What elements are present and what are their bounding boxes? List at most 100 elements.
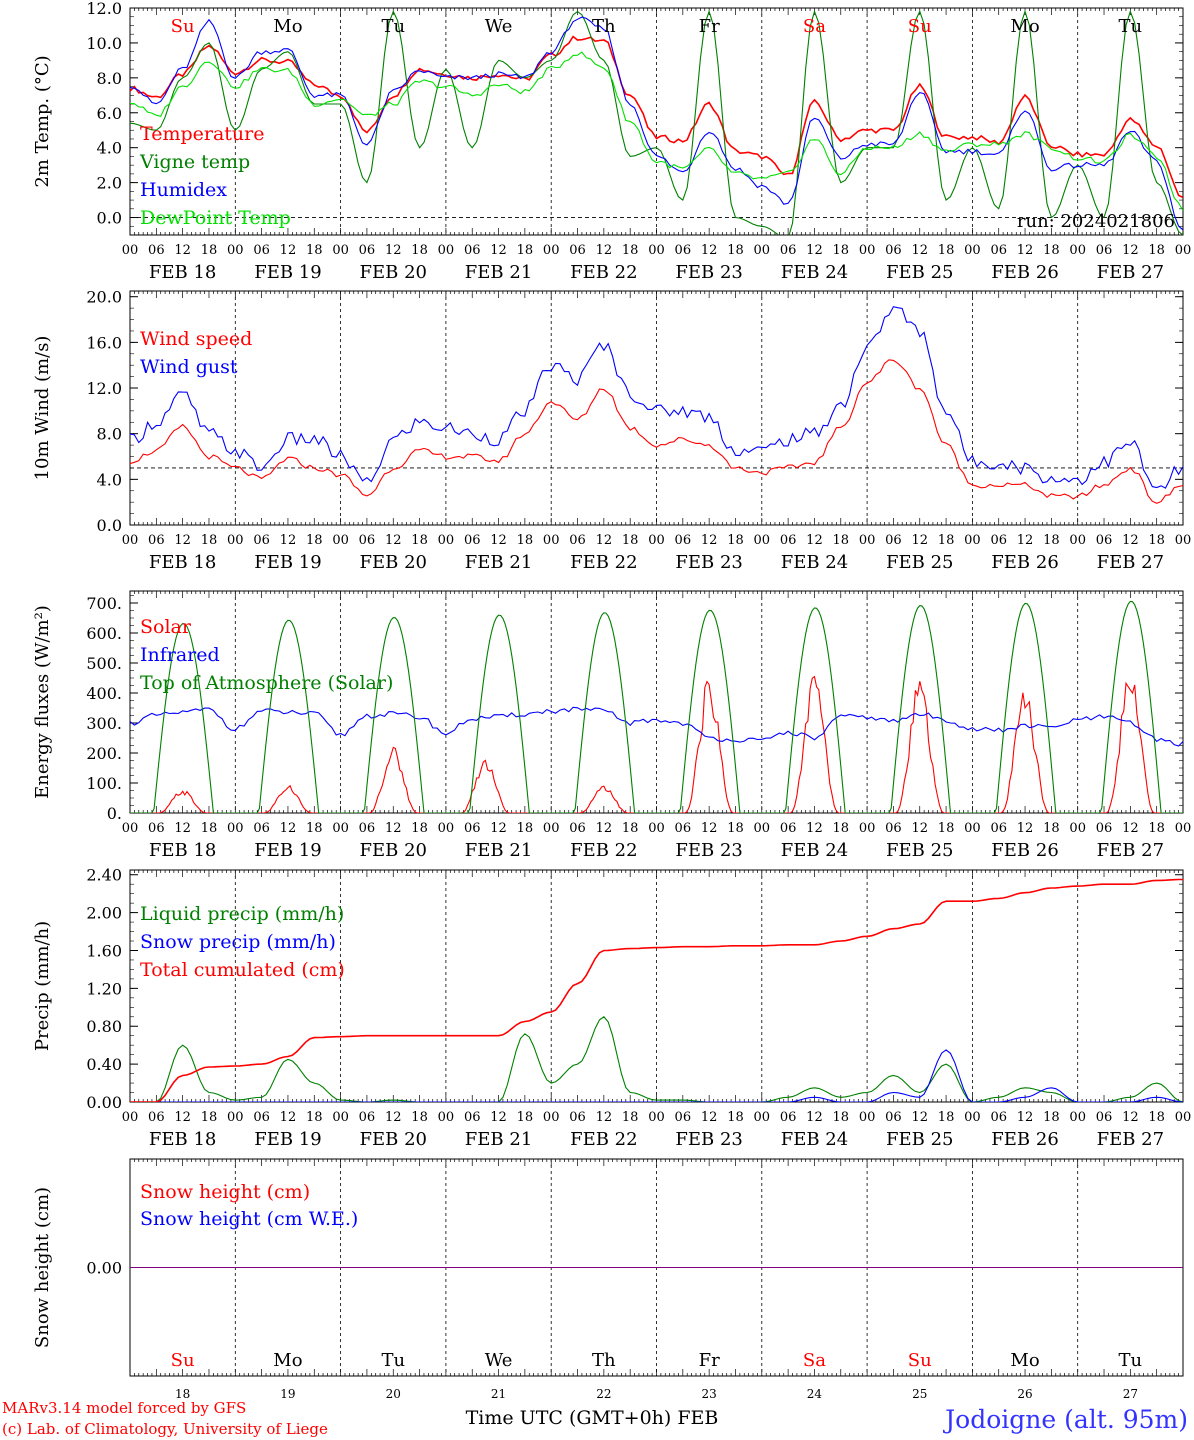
date-label: FEB 20 — [360, 552, 427, 573]
y-tick-label: 100. — [86, 774, 122, 793]
y-tick-label: 600. — [86, 624, 122, 643]
y-tick-label: 20.0 — [86, 288, 122, 307]
legend-entry: Solar — [140, 616, 192, 638]
date-label: FEB 26 — [991, 262, 1058, 283]
day-name-label: We — [485, 16, 513, 37]
hour-tick-label: 00 — [648, 533, 665, 548]
hour-tick-label: 18 — [1148, 1110, 1165, 1125]
y-tick-label: 2.40 — [86, 866, 122, 885]
date-label: FEB 22 — [570, 552, 637, 573]
date-label: FEB 24 — [781, 840, 848, 861]
date-label: FEB 20 — [360, 1129, 427, 1150]
panel-5: 0.00 Snow height (cm) Snow height (cm) Snow… — [32, 1158, 1184, 1401]
hour-tick-label: 06 — [359, 243, 376, 258]
series-line-total-cumulated-cm- — [130, 878, 1183, 1102]
day-name-label: Mo — [273, 1350, 302, 1371]
hour-tick-label: 18 — [833, 243, 850, 258]
hour-tick-label: 06 — [464, 821, 481, 836]
hour-tick-label: 12 — [1017, 533, 1034, 548]
hour-tick-label: 00 — [543, 243, 560, 258]
day-name-label: Fr — [699, 1350, 720, 1371]
y-axis-label: Energy fluxes (W/m²) — [32, 605, 53, 799]
hour-tick-label: 00 — [122, 533, 139, 548]
series-line-solar — [130, 675, 1183, 813]
hour-tick-label: 00 — [1069, 533, 1086, 548]
hour-tick-label: 18 — [1148, 821, 1165, 836]
hour-tick-label: 18 — [622, 243, 639, 258]
hour-tick-label: 12 — [280, 533, 297, 548]
series-line-wind-gust — [130, 306, 1183, 489]
hour-tick-label: 18 — [938, 821, 955, 836]
hour-tick-label: 00 — [754, 1110, 771, 1125]
credit-line-1: MARv3.14 model forced by GFS — [2, 1399, 246, 1417]
series-line-top-of-atmosphere-solar- — [130, 600, 1183, 813]
hour-tick-label: 06 — [990, 821, 1007, 836]
hour-tick-label: 06 — [253, 821, 270, 836]
hour-tick-label: 06 — [359, 533, 376, 548]
day-name-label: Tu — [381, 16, 405, 37]
series-line-wind-speed — [130, 359, 1183, 504]
legend-entry: Vigne temp — [139, 151, 250, 173]
hour-tick-label: 00 — [754, 821, 771, 836]
hour-tick-label: 00 — [754, 243, 771, 258]
day-name-label: We — [485, 1350, 513, 1371]
hour-tick-label: 18 — [517, 533, 534, 548]
hour-tick-label: 18 — [201, 243, 218, 258]
hour-tick-label: 06 — [990, 243, 1007, 258]
hour-tick-label: 00 — [964, 821, 981, 836]
y-tick-label: 4.0 — [97, 139, 122, 158]
hour-tick-label: 18 — [1043, 243, 1060, 258]
hour-tick-label: 12 — [806, 1110, 823, 1125]
y-tick-label: 0.0 — [97, 516, 122, 535]
hour-tick-label: 18 — [833, 1110, 850, 1125]
date-label: FEB 19 — [254, 262, 321, 283]
day-number-label: 27 — [1123, 1387, 1138, 1401]
date-label: FEB 22 — [570, 840, 637, 861]
day-name-label: Mo — [273, 16, 302, 37]
y-tick-label: 1.20 — [86, 979, 122, 998]
hour-tick-label: 18 — [1148, 243, 1165, 258]
date-label: FEB 21 — [465, 840, 532, 861]
hour-tick-label: 06 — [569, 243, 586, 258]
hour-tick-label: 00 — [438, 821, 455, 836]
hour-tick-label: 12 — [1017, 243, 1034, 258]
hour-tick-label: 18 — [1043, 821, 1060, 836]
hour-tick-label: 06 — [675, 243, 692, 258]
y-tick-label: 0.00 — [86, 1093, 122, 1112]
hour-tick-label: 12 — [490, 243, 507, 258]
hour-tick-label: 18 — [938, 1110, 955, 1125]
hour-tick-label: 06 — [675, 1110, 692, 1125]
y-tick-label: 0.0 — [97, 209, 122, 228]
panel-4: 2.40 2.00 1.60 1.20 0.80 0.40 0.00 Precip (mm/h… — [32, 866, 1191, 1150]
hour-tick-label: 12 — [701, 821, 718, 836]
hour-tick-label: 06 — [1096, 821, 1113, 836]
day-number-label: 21 — [491, 1387, 506, 1401]
hour-tick-label: 18 — [622, 821, 639, 836]
day-name-label: Mo — [1010, 16, 1039, 37]
hour-tick-label: 00 — [438, 1110, 455, 1125]
hour-tick-label: 00 — [754, 533, 771, 548]
y-tick-label: 200. — [86, 744, 122, 763]
hour-tick-label: 18 — [517, 243, 534, 258]
hour-tick-label: 12 — [596, 1110, 613, 1125]
series-group — [130, 878, 1183, 1102]
hour-tick-label: 12 — [911, 821, 928, 836]
hour-tick-label: 06 — [359, 1110, 376, 1125]
hour-tick-label: 18 — [938, 243, 955, 258]
y-tick-label: 500. — [86, 654, 122, 673]
hour-tick-label: 00 — [964, 533, 981, 548]
date-label: FEB 18 — [149, 262, 216, 283]
hour-tick-label: 18 — [201, 821, 218, 836]
hour-tick-label: 12 — [280, 243, 297, 258]
hour-tick-label: 12 — [701, 533, 718, 548]
hour-tick-label: 12 — [806, 533, 823, 548]
hour-tick-label: 06 — [780, 243, 797, 258]
legend-entry: Humidex — [140, 179, 227, 201]
hour-tick-label: 18 — [938, 533, 955, 548]
date-label: FEB 23 — [675, 840, 742, 861]
day-name-label: Tu — [1119, 1350, 1143, 1371]
series-line-dewpoint-temp — [130, 51, 1183, 211]
hour-tick-label: 18 — [411, 533, 428, 548]
hour-tick-label: 06 — [885, 533, 902, 548]
y-tick-label: 12.0 — [86, 0, 122, 18]
